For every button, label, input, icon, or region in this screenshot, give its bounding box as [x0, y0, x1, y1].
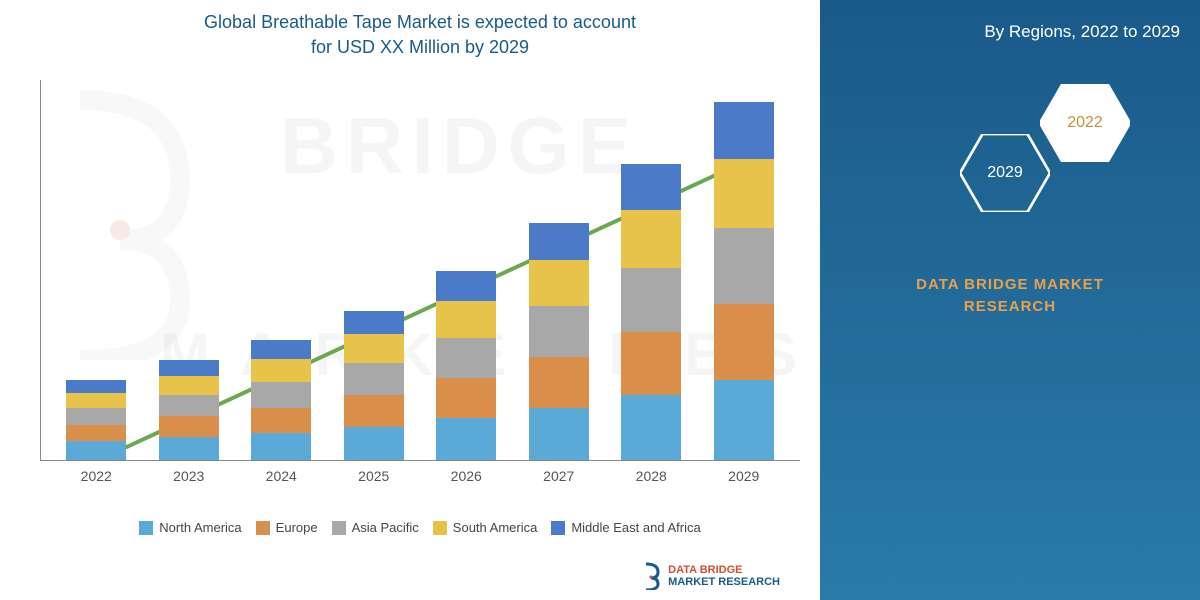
- bar: [529, 223, 589, 460]
- bar-segment: [529, 260, 589, 306]
- hexagon-2022-label: 2022: [1067, 114, 1103, 132]
- legend-label: Middle East and Africa: [571, 520, 700, 535]
- legend-swatch: [551, 521, 565, 535]
- legend-item: South America: [433, 520, 538, 535]
- brand-line1: DATA BRIDGE MARKET: [916, 276, 1104, 293]
- bar-segment: [159, 437, 219, 460]
- legend-label: Europe: [276, 520, 318, 535]
- bar-segment: [66, 441, 126, 460]
- bar-segment: [66, 425, 126, 442]
- x-axis-label: 2025: [344, 468, 404, 484]
- hexagon-2029: 2029: [960, 134, 1050, 212]
- x-axis-label: 2023: [159, 468, 219, 484]
- legend-item: North America: [139, 520, 241, 535]
- right-panel: By Regions, 2022 to 2029 2022 2029 DATA …: [820, 0, 1200, 600]
- chart-panel: BRIDGE M A R K E T R E S E A R C Global …: [0, 0, 820, 600]
- hexagon-2029-label: 2029: [987, 164, 1023, 182]
- x-axis-labels: 2022 2023 2024 2025 2026 2027 2028 2029: [50, 468, 790, 484]
- footer-logo: DATA BRIDGE MARKET RESEARCH: [644, 562, 780, 590]
- bar-segment: [159, 376, 219, 395]
- x-axis-label: 2027: [529, 468, 589, 484]
- footer-logo-icon: [644, 562, 662, 590]
- bar-segment: [714, 228, 774, 304]
- bar-segment: [714, 380, 774, 460]
- bar-segment: [529, 408, 589, 461]
- bar: [344, 311, 404, 461]
- legend-swatch: [256, 521, 270, 535]
- bar: [159, 360, 219, 460]
- legend-swatch: [139, 521, 153, 535]
- legend-label: South America: [453, 520, 538, 535]
- bar-segment: [66, 408, 126, 425]
- footer-logo-top: DATA BRIDGE: [668, 564, 780, 576]
- x-axis-label: 2024: [251, 468, 311, 484]
- bar: [621, 164, 681, 461]
- bar-segment: [344, 334, 404, 364]
- bar-segment: [621, 268, 681, 331]
- y-axis: [40, 80, 41, 460]
- chart-title-line1: Global Breathable Tape Market is expecte…: [204, 12, 636, 32]
- brand-text: DATA BRIDGE MARKET RESEARCH: [840, 274, 1180, 319]
- bar-segment: [251, 408, 311, 433]
- chart-area: 20222023202420252026202720282029: [40, 80, 800, 480]
- bar-segment: [159, 395, 219, 416]
- footer-logo-text: DATA BRIDGE MARKET RESEARCH: [668, 564, 780, 588]
- chart-title-line2: for USD XX Million by 2029: [311, 37, 529, 57]
- bar-segment: [344, 363, 404, 395]
- bar-segment: [159, 416, 219, 437]
- bar-segment: [621, 164, 681, 210]
- x-axis-label: 2029: [714, 468, 774, 484]
- x-axis-label: 2028: [621, 468, 681, 484]
- bar: [436, 271, 496, 460]
- bar-segment: [159, 360, 219, 376]
- legend-item: Europe: [256, 520, 318, 535]
- bar-segment: [344, 395, 404, 427]
- bar-segment: [714, 304, 774, 380]
- bar-segment: [436, 271, 496, 301]
- bar: [66, 380, 126, 460]
- bar-segment: [436, 301, 496, 338]
- brand-line2: RESEARCH: [964, 298, 1056, 315]
- bar-segment: [529, 306, 589, 357]
- bar-segment: [251, 340, 311, 359]
- legend-label: Asia Pacific: [352, 520, 419, 535]
- bar-segment: [529, 357, 589, 408]
- legend-swatch: [332, 521, 346, 535]
- bar-segment: [344, 311, 404, 334]
- bar-segment: [529, 223, 589, 260]
- chart-title: Global Breathable Tape Market is expecte…: [40, 10, 800, 60]
- bar: [714, 102, 774, 461]
- legend-swatch: [433, 521, 447, 535]
- bar: [251, 340, 311, 460]
- x-axis-label: 2026: [436, 468, 496, 484]
- hexagon-group: 2022 2029: [840, 74, 1180, 254]
- legend: North America Europe Asia Pacific South Ame…: [40, 520, 800, 535]
- main-container: BRIDGE M A R K E T R E S E A R C Global …: [0, 0, 1200, 600]
- bar-segment: [621, 395, 681, 460]
- legend-item: Middle East and Africa: [551, 520, 700, 535]
- bar-segment: [251, 433, 311, 460]
- bar-segment: [621, 332, 681, 395]
- bar-segment: [344, 427, 404, 461]
- right-panel-title: By Regions, 2022 to 2029: [840, 20, 1180, 44]
- hexagon-2022: 2022: [1040, 84, 1130, 162]
- bars-container: [50, 80, 790, 460]
- bar-segment: [66, 380, 126, 393]
- bar-segment: [436, 378, 496, 418]
- bar-segment: [714, 102, 774, 159]
- footer-logo-bottom: MARKET RESEARCH: [668, 576, 780, 588]
- legend-label: North America: [159, 520, 241, 535]
- bar-segment: [714, 159, 774, 229]
- bar-segment: [436, 338, 496, 378]
- x-axis-label: 2022: [66, 468, 126, 484]
- x-axis: [40, 460, 800, 461]
- bar-segment: [436, 418, 496, 460]
- bar-segment: [621, 210, 681, 268]
- bar-segment: [66, 393, 126, 408]
- legend-item: Asia Pacific: [332, 520, 419, 535]
- bar-segment: [251, 382, 311, 407]
- bar-segment: [251, 359, 311, 382]
